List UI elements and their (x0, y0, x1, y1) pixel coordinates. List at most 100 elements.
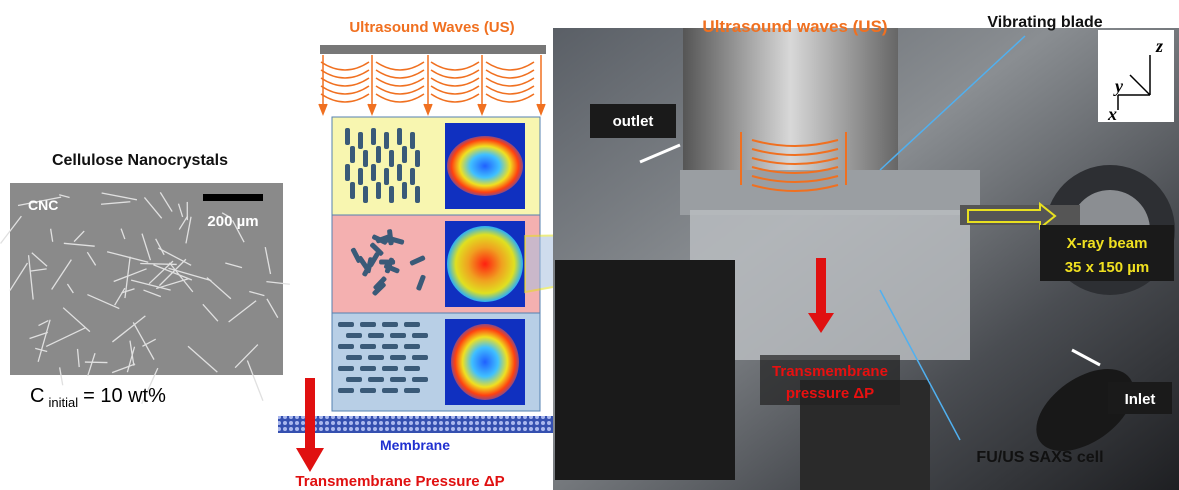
rod (410, 168, 415, 185)
rod (404, 322, 420, 327)
rod (402, 182, 407, 199)
rod (382, 388, 398, 393)
arrow-head (296, 448, 324, 472)
blade-holder (680, 170, 980, 215)
glove (555, 260, 735, 480)
wave-arc (376, 62, 424, 70)
rod (371, 164, 376, 181)
subscript: initial (48, 395, 78, 410)
rod (338, 388, 354, 393)
rod (358, 132, 363, 149)
wave-arc (486, 86, 534, 94)
arrow-head (368, 104, 376, 114)
rod (360, 344, 376, 349)
blade-label: Vibrating blade (987, 14, 1102, 31)
pressure-label: pressure ΔP (786, 385, 874, 402)
rod (345, 164, 350, 181)
wave-arcs (319, 55, 545, 114)
arrow-head (424, 104, 432, 114)
rod (346, 377, 362, 382)
rod (368, 377, 384, 382)
rod (358, 168, 363, 185)
wave-arc (431, 86, 479, 94)
rod (390, 355, 406, 360)
rod (376, 146, 381, 163)
rod (338, 366, 354, 371)
rod (363, 150, 368, 167)
figure: Cellulose Nanocrystals CNC 200 µm Ciniti… (0, 0, 1179, 490)
rod (368, 355, 384, 360)
pressure-arrow (305, 378, 315, 448)
rod (404, 344, 420, 349)
rod (397, 164, 402, 181)
membrane (278, 416, 568, 433)
arrow-head (537, 104, 545, 114)
wave-arc (376, 94, 424, 102)
wave-arc (431, 78, 479, 86)
rod (345, 128, 350, 145)
pressure-arrow (816, 258, 826, 313)
scale-label: 200 µm (207, 213, 258, 230)
wave-arc (486, 78, 534, 86)
rod (338, 344, 354, 349)
rod (346, 333, 362, 338)
rod (390, 333, 406, 338)
wave-arc (486, 70, 534, 78)
scale-bar (203, 194, 263, 201)
arrow-head (319, 104, 327, 114)
rod (350, 182, 355, 199)
rod (368, 333, 384, 338)
membrane-label: Membrane (380, 437, 450, 453)
wave-arc (376, 70, 424, 78)
inlet-label: Inlet (1125, 391, 1156, 408)
outlet-label: outlet (613, 113, 654, 130)
pressure-label: Transmembrane Pressure ΔP (295, 473, 504, 490)
wave-arc (321, 94, 369, 102)
rod (360, 388, 376, 393)
rod (412, 377, 428, 382)
rod (384, 132, 389, 149)
wave-arc (321, 86, 369, 94)
symbol: C (30, 385, 44, 407)
rod (379, 259, 395, 264)
rod (389, 186, 394, 203)
rod (415, 186, 420, 203)
wave-arc (486, 62, 534, 70)
rod (382, 322, 398, 327)
rod (346, 355, 362, 360)
axis-x: x (1107, 104, 1117, 124)
wave-arc (321, 70, 369, 78)
rod (412, 355, 428, 360)
wave-arc (431, 94, 479, 102)
axis-y: y (1113, 76, 1124, 96)
photo-title: Ultrasound waves (US) (702, 17, 887, 36)
rod (402, 146, 407, 163)
wave-arc (321, 62, 369, 70)
rod (389, 150, 394, 167)
cell-label: FU/US SAXS cell (976, 449, 1103, 466)
rod (376, 182, 381, 199)
wave-arc (486, 94, 534, 102)
rod (382, 344, 398, 349)
saxs-ring (447, 226, 523, 302)
wave-arc (376, 86, 424, 94)
rod (410, 132, 415, 149)
xray-size: 35 x 150 µm (1065, 259, 1150, 276)
rod (397, 128, 402, 145)
axis-z: z (1155, 36, 1163, 56)
schematic-title: Ultrasound Waves (US) (349, 19, 514, 36)
rod (338, 322, 354, 327)
saxs-ring (451, 324, 519, 400)
wave-arc (431, 70, 479, 78)
rod (415, 150, 420, 167)
wave-arc (431, 62, 479, 70)
arrow-head (478, 104, 486, 114)
rod (384, 168, 389, 185)
rod (412, 333, 428, 338)
rod (404, 388, 420, 393)
wave-arc (321, 78, 369, 86)
rod (371, 128, 376, 145)
rod (363, 186, 368, 203)
transducer (320, 45, 546, 54)
